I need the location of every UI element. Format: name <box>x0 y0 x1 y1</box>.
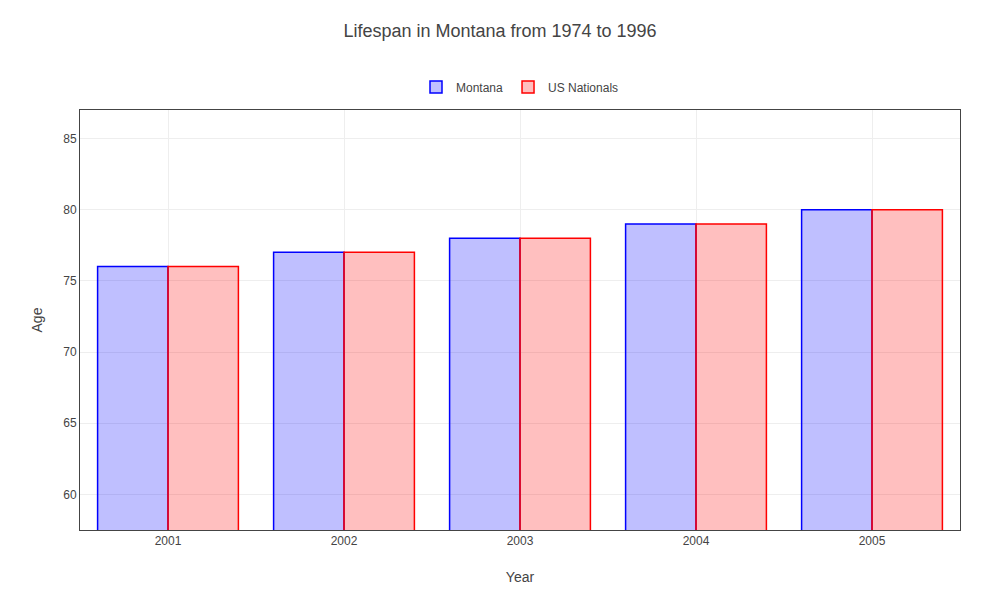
svg-text:80: 80 <box>63 203 77 217</box>
svg-text:Year: Year <box>506 569 535 585</box>
svg-text:2005: 2005 <box>859 534 886 548</box>
svg-text:2001: 2001 <box>155 534 182 548</box>
svg-text:Lifespan in Montana from 1974: Lifespan in Montana from 1974 to 1996 <box>343 21 656 41</box>
svg-text:2004: 2004 <box>683 534 710 548</box>
svg-text:US Nationals: US Nationals <box>548 81 618 95</box>
svg-text:Age: Age <box>29 307 45 332</box>
svg-text:70: 70 <box>63 345 77 359</box>
svg-text:75: 75 <box>63 274 77 288</box>
svg-text:85: 85 <box>63 132 77 146</box>
svg-text:2002: 2002 <box>331 534 358 548</box>
svg-text:Montana: Montana <box>456 81 503 95</box>
svg-text:60: 60 <box>63 488 77 502</box>
svg-text:65: 65 <box>63 416 77 430</box>
svg-text:2003: 2003 <box>507 534 534 548</box>
